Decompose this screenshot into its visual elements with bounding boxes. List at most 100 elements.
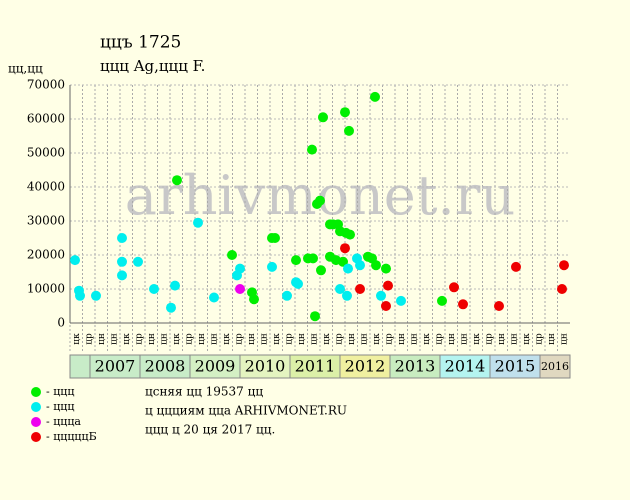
year-band [69, 354, 91, 379]
point [282, 290, 292, 301]
point [249, 294, 259, 305]
point [308, 253, 318, 264]
column-label: цр [184, 333, 194, 345]
column-label: цр [84, 333, 94, 345]
point [267, 261, 277, 272]
point [557, 284, 567, 294]
column-label: цк [522, 333, 532, 345]
year-label: 2015 [495, 357, 536, 376]
point [340, 243, 350, 254]
point [133, 256, 143, 267]
point [293, 278, 303, 289]
y-axis-label: цц,цц [8, 62, 43, 76]
column-label: цк [72, 333, 82, 345]
year-label: 2012 [345, 357, 386, 376]
column-label: цн [459, 333, 469, 345]
year-band [539, 354, 571, 379]
point [318, 112, 328, 123]
column-label: цн [209, 333, 219, 345]
point [170, 280, 180, 291]
legend-marker [31, 402, 41, 412]
legend-label: - ццц [46, 400, 74, 413]
point [376, 290, 386, 301]
legend-label: - ццц [46, 385, 74, 398]
point [381, 301, 391, 311]
column-label: цн [247, 333, 257, 345]
point [91, 290, 101, 301]
column-label: цн [347, 333, 357, 345]
note: ццц ц 20 ця 2017 цц. [145, 423, 275, 437]
y-tick-label: 60000 [27, 112, 65, 126]
column-label: цн [397, 333, 407, 345]
note: цсняя цц 19537 цц [145, 385, 263, 399]
column-label: цн [259, 333, 269, 345]
column-label: цн [509, 333, 519, 345]
column-label: цн [147, 333, 157, 345]
point [315, 195, 325, 206]
legend-marker [31, 432, 41, 442]
column-label: цн [309, 333, 319, 345]
year-label: 2014 [445, 357, 486, 376]
point [291, 255, 301, 266]
column-label: цн [109, 333, 119, 345]
point [381, 263, 391, 274]
point [342, 290, 352, 301]
column-label: цр [534, 333, 544, 345]
point [270, 233, 280, 243]
point [172, 175, 182, 186]
column-label: цн [197, 333, 207, 345]
point [235, 284, 245, 294]
column-label: цн [159, 333, 169, 345]
point [235, 263, 245, 274]
column-label: цн [97, 333, 107, 345]
point [559, 260, 569, 271]
point [383, 280, 393, 291]
column-label: цн [559, 333, 569, 345]
point [166, 302, 176, 313]
point [307, 144, 317, 155]
point [449, 282, 459, 293]
legend-marker [31, 387, 41, 397]
column-label: цк [422, 333, 432, 345]
legend-label: - цццццБ [46, 430, 97, 443]
point [437, 295, 447, 306]
point [335, 284, 345, 294]
column-label: цр [484, 333, 494, 345]
y-tick-label: 10000 [27, 282, 65, 296]
point [494, 301, 504, 311]
point [458, 299, 468, 310]
point [343, 263, 353, 274]
year-label: 2016 [541, 360, 569, 373]
year-label: 2007 [95, 357, 136, 376]
point [511, 261, 521, 272]
column-label: цр [434, 333, 444, 345]
y-tick-label: 50000 [27, 146, 65, 160]
year-label: 2009 [195, 357, 236, 376]
year-label: 2008 [145, 357, 186, 376]
column-label: цн [359, 333, 369, 345]
column-label: цк [472, 333, 482, 345]
column-label: цр [234, 333, 244, 345]
point [75, 290, 85, 301]
chart-title: ццъ 1725 [100, 33, 181, 53]
column-label: цр [284, 333, 294, 345]
column-label: цн [447, 333, 457, 345]
column-label: цн [497, 333, 507, 345]
legend-marker [31, 417, 41, 427]
year-label: 2013 [395, 357, 436, 376]
point [70, 255, 80, 266]
point [209, 292, 219, 303]
y-tick-label: 40000 [27, 180, 65, 194]
column-label: цк [122, 333, 132, 345]
column-label: цн [547, 333, 557, 345]
point [355, 284, 365, 294]
y-tick-label: 0 [57, 316, 65, 330]
point [227, 250, 237, 260]
y-tick-label: 30000 [27, 214, 65, 228]
column-label: цк [222, 333, 232, 345]
point [316, 265, 326, 276]
point [370, 91, 380, 102]
y-tick-label: 20000 [27, 248, 65, 262]
point [117, 256, 127, 267]
